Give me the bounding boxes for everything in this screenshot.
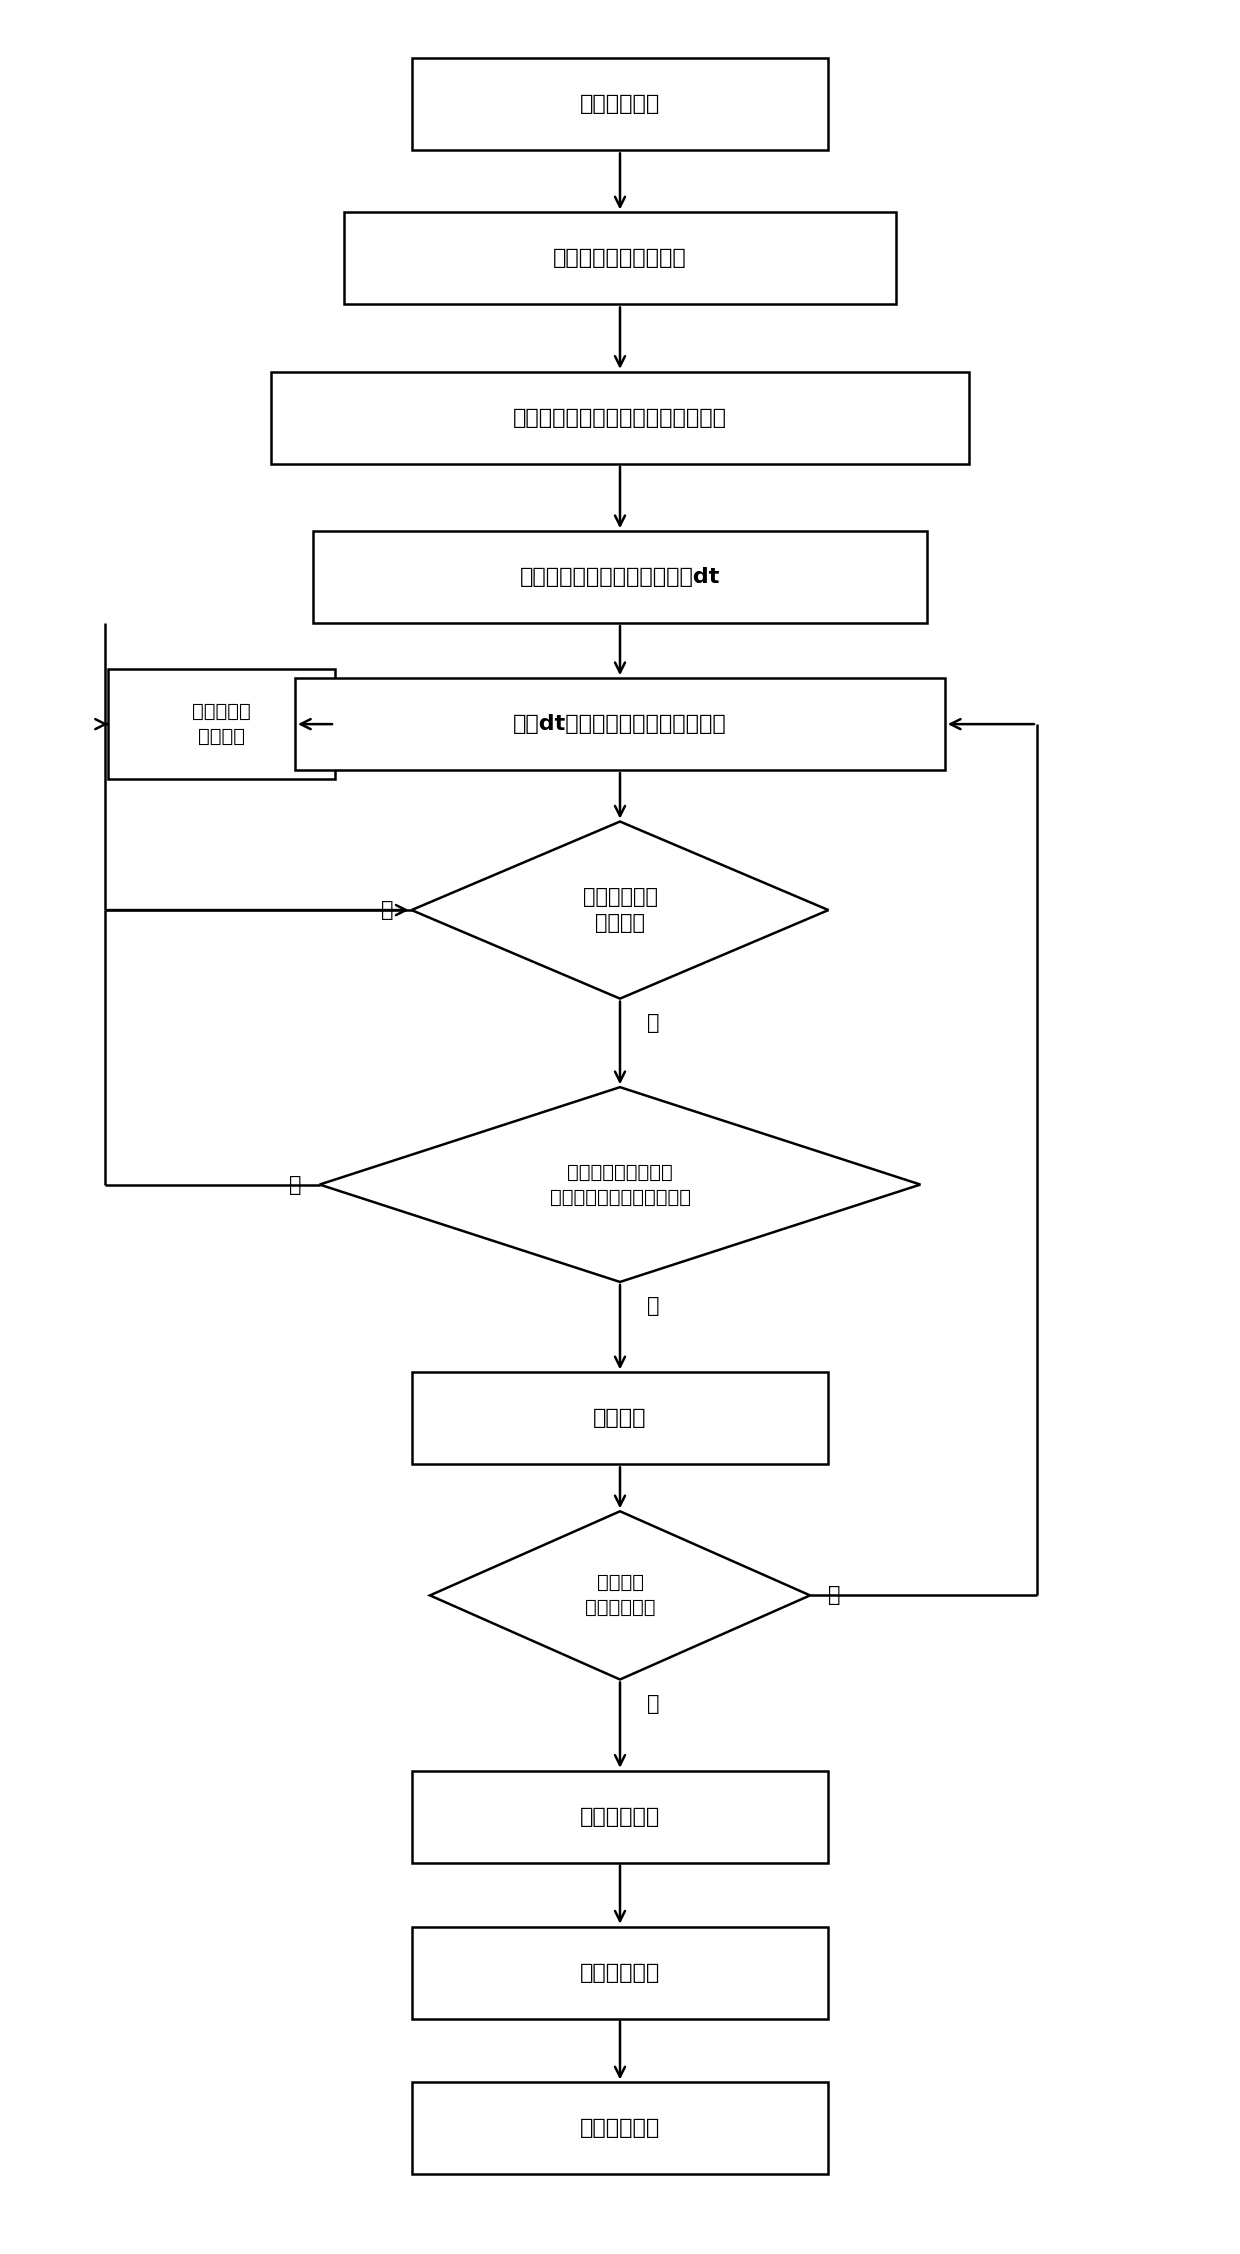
FancyBboxPatch shape — [412, 1927, 828, 2020]
Polygon shape — [412, 820, 828, 999]
Text: 输出计算结果: 输出计算结果 — [580, 2119, 660, 2139]
Text: 否: 否 — [381, 899, 393, 920]
Text: 是: 是 — [289, 1174, 301, 1195]
Text: 是否到达
压裂结束时间: 是否到达 压裂结束时间 — [585, 1573, 655, 1618]
Text: 绘制所有潜在裂缝路径: 绘制所有潜在裂缝路径 — [553, 248, 687, 268]
Text: 裂缝扩展: 裂缝扩展 — [593, 1409, 647, 1429]
Text: 自适应修改
时间步长: 自适应修改 时间步长 — [192, 703, 250, 746]
Text: 计算dt时间步后，裂缝内压力分布: 计算dt时间步后，裂缝内压力分布 — [513, 715, 727, 735]
Polygon shape — [320, 1086, 920, 1283]
FancyBboxPatch shape — [314, 532, 926, 622]
Text: 返排过程模拟: 返排过程模拟 — [580, 1808, 660, 1826]
Text: 尖端应力集中因子与
临界值之差是否大于容差？: 尖端应力集中因子与 临界值之差是否大于容差？ — [549, 1163, 691, 1206]
Text: 输入模型参数: 输入模型参数 — [580, 95, 660, 115]
FancyBboxPatch shape — [412, 1772, 828, 1862]
Text: 以裂缝为网格边界构建非结构化网格: 以裂缝为网格边界构建非结构化网格 — [513, 408, 727, 428]
FancyBboxPatch shape — [412, 1373, 828, 1465]
Text: 向射孔点注水，预设时间步长dt: 向射孔点注水，预设时间步长dt — [520, 568, 720, 586]
FancyBboxPatch shape — [270, 372, 970, 464]
Text: 否: 否 — [647, 1296, 660, 1316]
FancyBboxPatch shape — [295, 678, 945, 771]
Text: 是: 是 — [647, 1693, 660, 1713]
FancyBboxPatch shape — [412, 59, 828, 151]
FancyBboxPatch shape — [412, 2083, 828, 2175]
Polygon shape — [430, 1510, 810, 1679]
Text: 是: 是 — [647, 1012, 660, 1032]
Text: 否: 否 — [828, 1585, 841, 1605]
FancyBboxPatch shape — [345, 212, 895, 304]
Text: 生产过程模拟: 生产过程模拟 — [580, 1963, 660, 1984]
FancyBboxPatch shape — [108, 669, 335, 780]
Text: 裂缝是否满足
扩展条件: 裂缝是否满足 扩展条件 — [583, 886, 657, 933]
